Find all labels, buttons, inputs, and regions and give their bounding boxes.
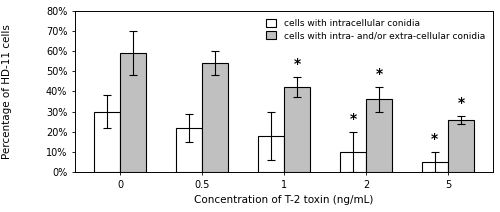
Bar [202,63,228,172]
Text: *: * [376,67,382,81]
Bar [366,99,392,172]
Bar [448,120,474,172]
Y-axis label: Percentage of HD-11 cells: Percentage of HD-11 cells [2,24,12,159]
Text: *: * [350,112,356,126]
Text: *: * [458,95,464,110]
Text: *: * [294,57,300,71]
X-axis label: Concentration of T-2 toxin (ng/mL): Concentration of T-2 toxin (ng/mL) [194,195,374,205]
Bar [120,53,146,172]
Bar [176,128,202,172]
Bar [94,112,120,172]
Bar [284,87,310,172]
Bar [340,152,366,172]
Bar [422,162,448,172]
Bar [258,136,284,172]
Text: *: * [431,132,438,146]
Legend: cells with intracellular conidia, cells with intra- and/or extra-cellular conidi: cells with intracellular conidia, cells … [262,15,488,44]
